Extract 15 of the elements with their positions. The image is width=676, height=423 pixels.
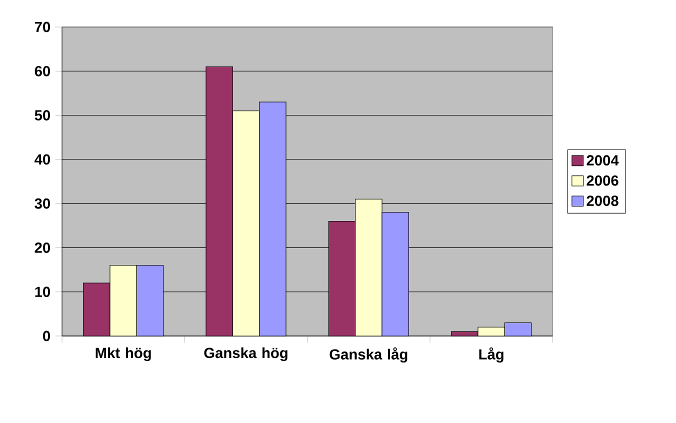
y-tick-label: 30 [34, 198, 50, 209]
x-tick-label: Låg [479, 347, 504, 363]
x-tick-label: Ganska hög [204, 347, 288, 362]
legend-label: 2004 [586, 155, 619, 166]
y-tick-label: 10 [35, 286, 50, 298]
x-tick-label: Mkt hög [96, 347, 151, 362]
y-tick-label: 0 [43, 330, 50, 342]
legend-label: 2008 [586, 196, 618, 206]
y-tick-label: 60 [34, 66, 50, 76]
y-tick-label: 40 [34, 154, 50, 165]
y-tick-label: 70 [34, 22, 50, 32]
y-tick-label: 20 [34, 242, 50, 253]
y-tick-label: 50 [34, 110, 50, 120]
legend-label: 2006 [586, 175, 618, 186]
x-tick-label: Ganska låg [330, 347, 408, 363]
